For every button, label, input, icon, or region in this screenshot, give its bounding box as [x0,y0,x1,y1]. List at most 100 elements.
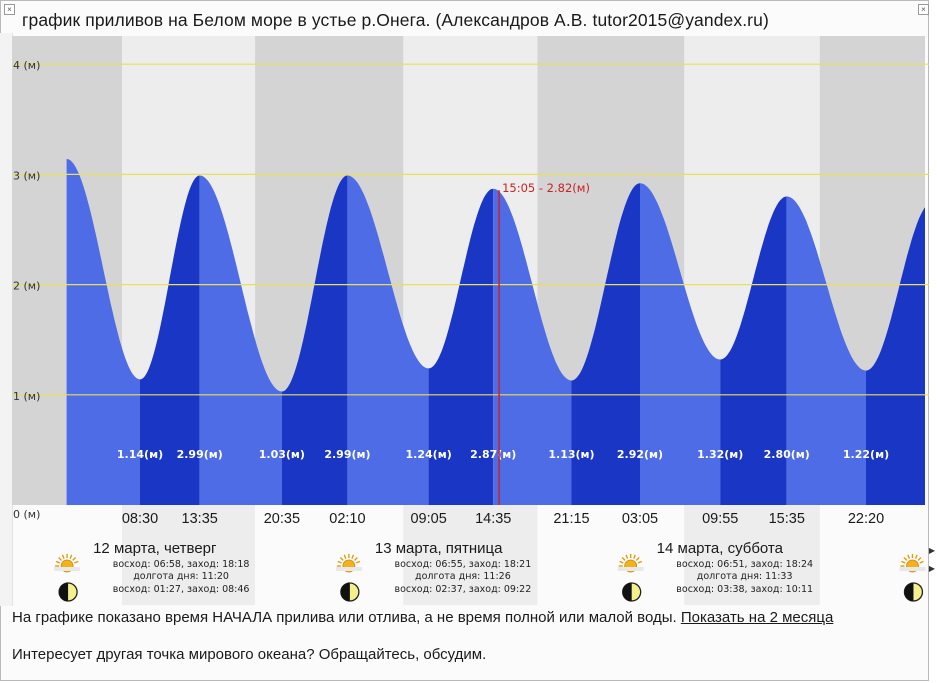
tide-height-label: 1.22(м) [843,448,889,461]
sun-ray [621,557,626,561]
horizon [899,567,926,571]
sun-times: восход: 06:51, заход: 18:24 [676,559,813,570]
day-title: 13 марта, пятница [375,540,503,557]
resize-grip[interactable] [905,665,925,679]
tide-time-label: 14:35 [475,511,511,527]
cursor-label: 15:05 - 2.82(м) [502,181,590,195]
sun-ray [337,560,342,564]
day-panel: 14 марта, суббота восход: 06:51, заход: 1… [617,540,813,602]
day-length: долгота дня: 11:20 [133,571,229,582]
rising-tide-segment [140,175,200,505]
sun-ray [914,554,918,559]
tide-height-label: 2.87(м) [470,448,516,461]
close-icon[interactable]: × [4,4,15,15]
sun-ray [351,554,355,559]
day-title: 12 марта, четверг [93,540,217,557]
sun-ray [72,557,77,561]
falling-tide-segment [786,196,866,505]
moon-shadow [904,583,914,601]
rising-tide-segment [281,175,348,505]
show-two-months-link[interactable]: Показать на 2 месяца [680,609,834,626]
y-tick-label: 4 (м) [13,59,40,72]
y-tick-label: 2 (м) [13,280,40,293]
tide-height-label: 2.80(м) [764,448,810,461]
sun-ray [625,554,629,559]
day-band-panel [403,505,538,605]
tide-time-label: 20:35 [264,511,300,527]
horizon [335,567,362,571]
moon-half-icon [903,582,924,602]
horizon [54,567,81,571]
sun-ray [907,554,911,559]
rising-tide-segment [866,207,925,505]
tide-height-label: 2.99(м) [324,448,370,461]
tide-time-label: 09:05 [410,511,446,527]
falling-tide-segment [640,183,721,505]
rising-tide-segment [571,183,640,505]
sun-icon [335,554,362,573]
tide-time-label: 08:30 [122,511,158,527]
day-panel: 12 марта, четверг восход: 06:58, заход: 1… [54,540,250,602]
sun-ray [354,557,358,561]
day-title: 14 марта, суббота [657,540,784,557]
day-panel: 13 марта, пятница восход: 06:55, заход: 1… [335,540,532,602]
sun-ray [343,554,347,559]
day-info-panels: 12 марта, четверг восход: 06:58, заход: 1… [54,540,926,602]
tide-time-labels: 08:30 13:35 20:35 02:10 09:05 14:35 21:15 03:05… [122,511,929,527]
sun-ray [633,554,636,559]
rising-tide-segment [720,196,787,505]
falling-tide-segment [347,175,429,505]
moon-times: восход: 02:37, заход: 09:22 [395,584,532,595]
sun-ray [58,557,62,561]
y-tick-label: 3 (м) [13,169,40,182]
day-band-panel [121,505,256,605]
falling-tide-segment [199,175,282,505]
sun-ray [339,557,344,561]
sun-ray [635,557,640,561]
tide-time-label: 15:35 [769,511,805,527]
page-title: график приливов на Белом море в устье р.… [22,10,769,30]
sun-times: восход: 06:58, заход: 18:18 [113,559,250,570]
y-axis-ticks: 0 (м) 1 (м) 2 (м) 3 (м) 4 (м) [13,59,40,521]
y-tick-label: 1 (м) [13,390,40,403]
tide-time-label: 13:35 [182,511,218,527]
sun-ray [637,560,643,564]
sun-icon [617,554,644,573]
sun-ray [356,560,361,564]
moon-shadow [622,583,632,601]
cursor: 15:05 - 2.82(м) [498,181,590,505]
sun-times: восход: 06:55, заход: 18:21 [395,559,532,570]
sun-ray [901,560,906,564]
info-note: На графике показано время НАЧАЛА прилива… [12,609,833,626]
day-length: долгота дня: 11:33 [697,571,793,582]
tide-chart: 0 (м) 1 (м) 2 (м) 3 (м) 4 (м) 1.14(м) 2.99(м)… [12,36,929,605]
sun-icon [899,554,926,573]
close-icon[interactable]: × [918,4,929,15]
grid-lines [12,63,929,396]
sun-ray [917,557,922,561]
tide-time-label: 21:15 [553,511,589,527]
day-panel: 15 [899,554,926,602]
day-band-panel [684,505,820,605]
sun-ray [69,554,73,559]
sun-ray [619,560,624,564]
moon-half-icon [340,582,360,602]
falling-tide-segment [66,159,140,505]
sun-ray [74,560,79,564]
tide-height-label: 1.14(м) [117,448,163,461]
sun-ray [61,554,65,559]
scroll-right-arrow[interactable]: ▶ [928,564,936,573]
y-tick-label: 0 (м) [13,508,40,521]
sun-ray [919,560,924,564]
rising-tide-segment [428,188,494,505]
falling-tide-segment [493,188,572,505]
sun-ray [55,560,60,564]
tide-height-label: 1.13(м) [548,448,594,461]
tide-height-label: 2.92(м) [617,448,663,461]
moon-shadow [59,583,69,601]
sun-ray [903,557,908,561]
tide-height-label: 1.32(м) [697,448,743,461]
tide-area [66,159,925,505]
tide-time-label: 03:05 [622,511,658,527]
scroll-right-arrow[interactable]: ▶ [928,546,936,555]
